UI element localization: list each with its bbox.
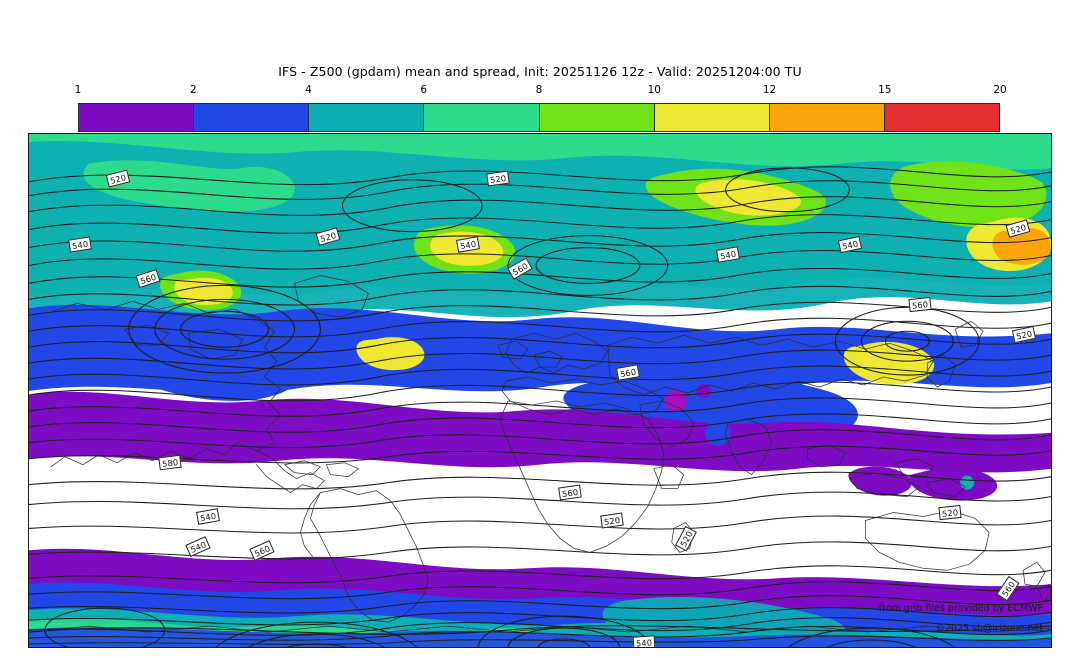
- colorbar-segment: [309, 104, 425, 131]
- colorbar-segment: [769, 104, 885, 131]
- colorbar: [78, 103, 1000, 132]
- colorbar-tick: 1: [74, 84, 82, 96]
- colorbar-tick-labels: 1 2 4 6 8 10 12 15 20: [74, 84, 1007, 98]
- contour-lines: [29, 166, 1051, 647]
- colorbar-segment: [654, 104, 770, 131]
- contour-label: 540: [632, 635, 656, 647]
- contour-label: 560: [908, 296, 932, 313]
- colorbar-tick: 4: [305, 84, 312, 96]
- colorbar-tick: 20: [993, 84, 1007, 96]
- source-credit: from grib files provided by ECMWF: [878, 603, 1043, 614]
- colorbar-segment: [194, 104, 310, 131]
- spread-region-purple-n: [29, 391, 1051, 473]
- copyright-credit: ©2025 sb@irizone.net: [935, 623, 1043, 634]
- colorbar-segment: [79, 104, 195, 131]
- colorbar-tick: 6: [420, 84, 428, 96]
- colorbar-tick: 10: [647, 84, 661, 96]
- page-title: IFS - Z500 (gpdam) mean and spread, Init…: [278, 64, 802, 79]
- colorbar-segment: [884, 104, 999, 131]
- contour-label: 520: [938, 504, 962, 521]
- colorbar-segment: [424, 104, 540, 131]
- contour-label: 580: [158, 454, 182, 471]
- colorbar-tick: 8: [535, 84, 543, 96]
- colorbar-tick: 12: [762, 84, 777, 96]
- colorbar-segment: [539, 104, 655, 131]
- tropical-low-spread-band: [29, 461, 1051, 564]
- colorbar-tick: 2: [189, 84, 197, 96]
- map-panel[interactable]: 520 540 560 520 540 560 520 540 560 520 …: [28, 133, 1052, 648]
- map-canvas: [29, 134, 1051, 647]
- colorbar-tick: 15: [878, 84, 892, 96]
